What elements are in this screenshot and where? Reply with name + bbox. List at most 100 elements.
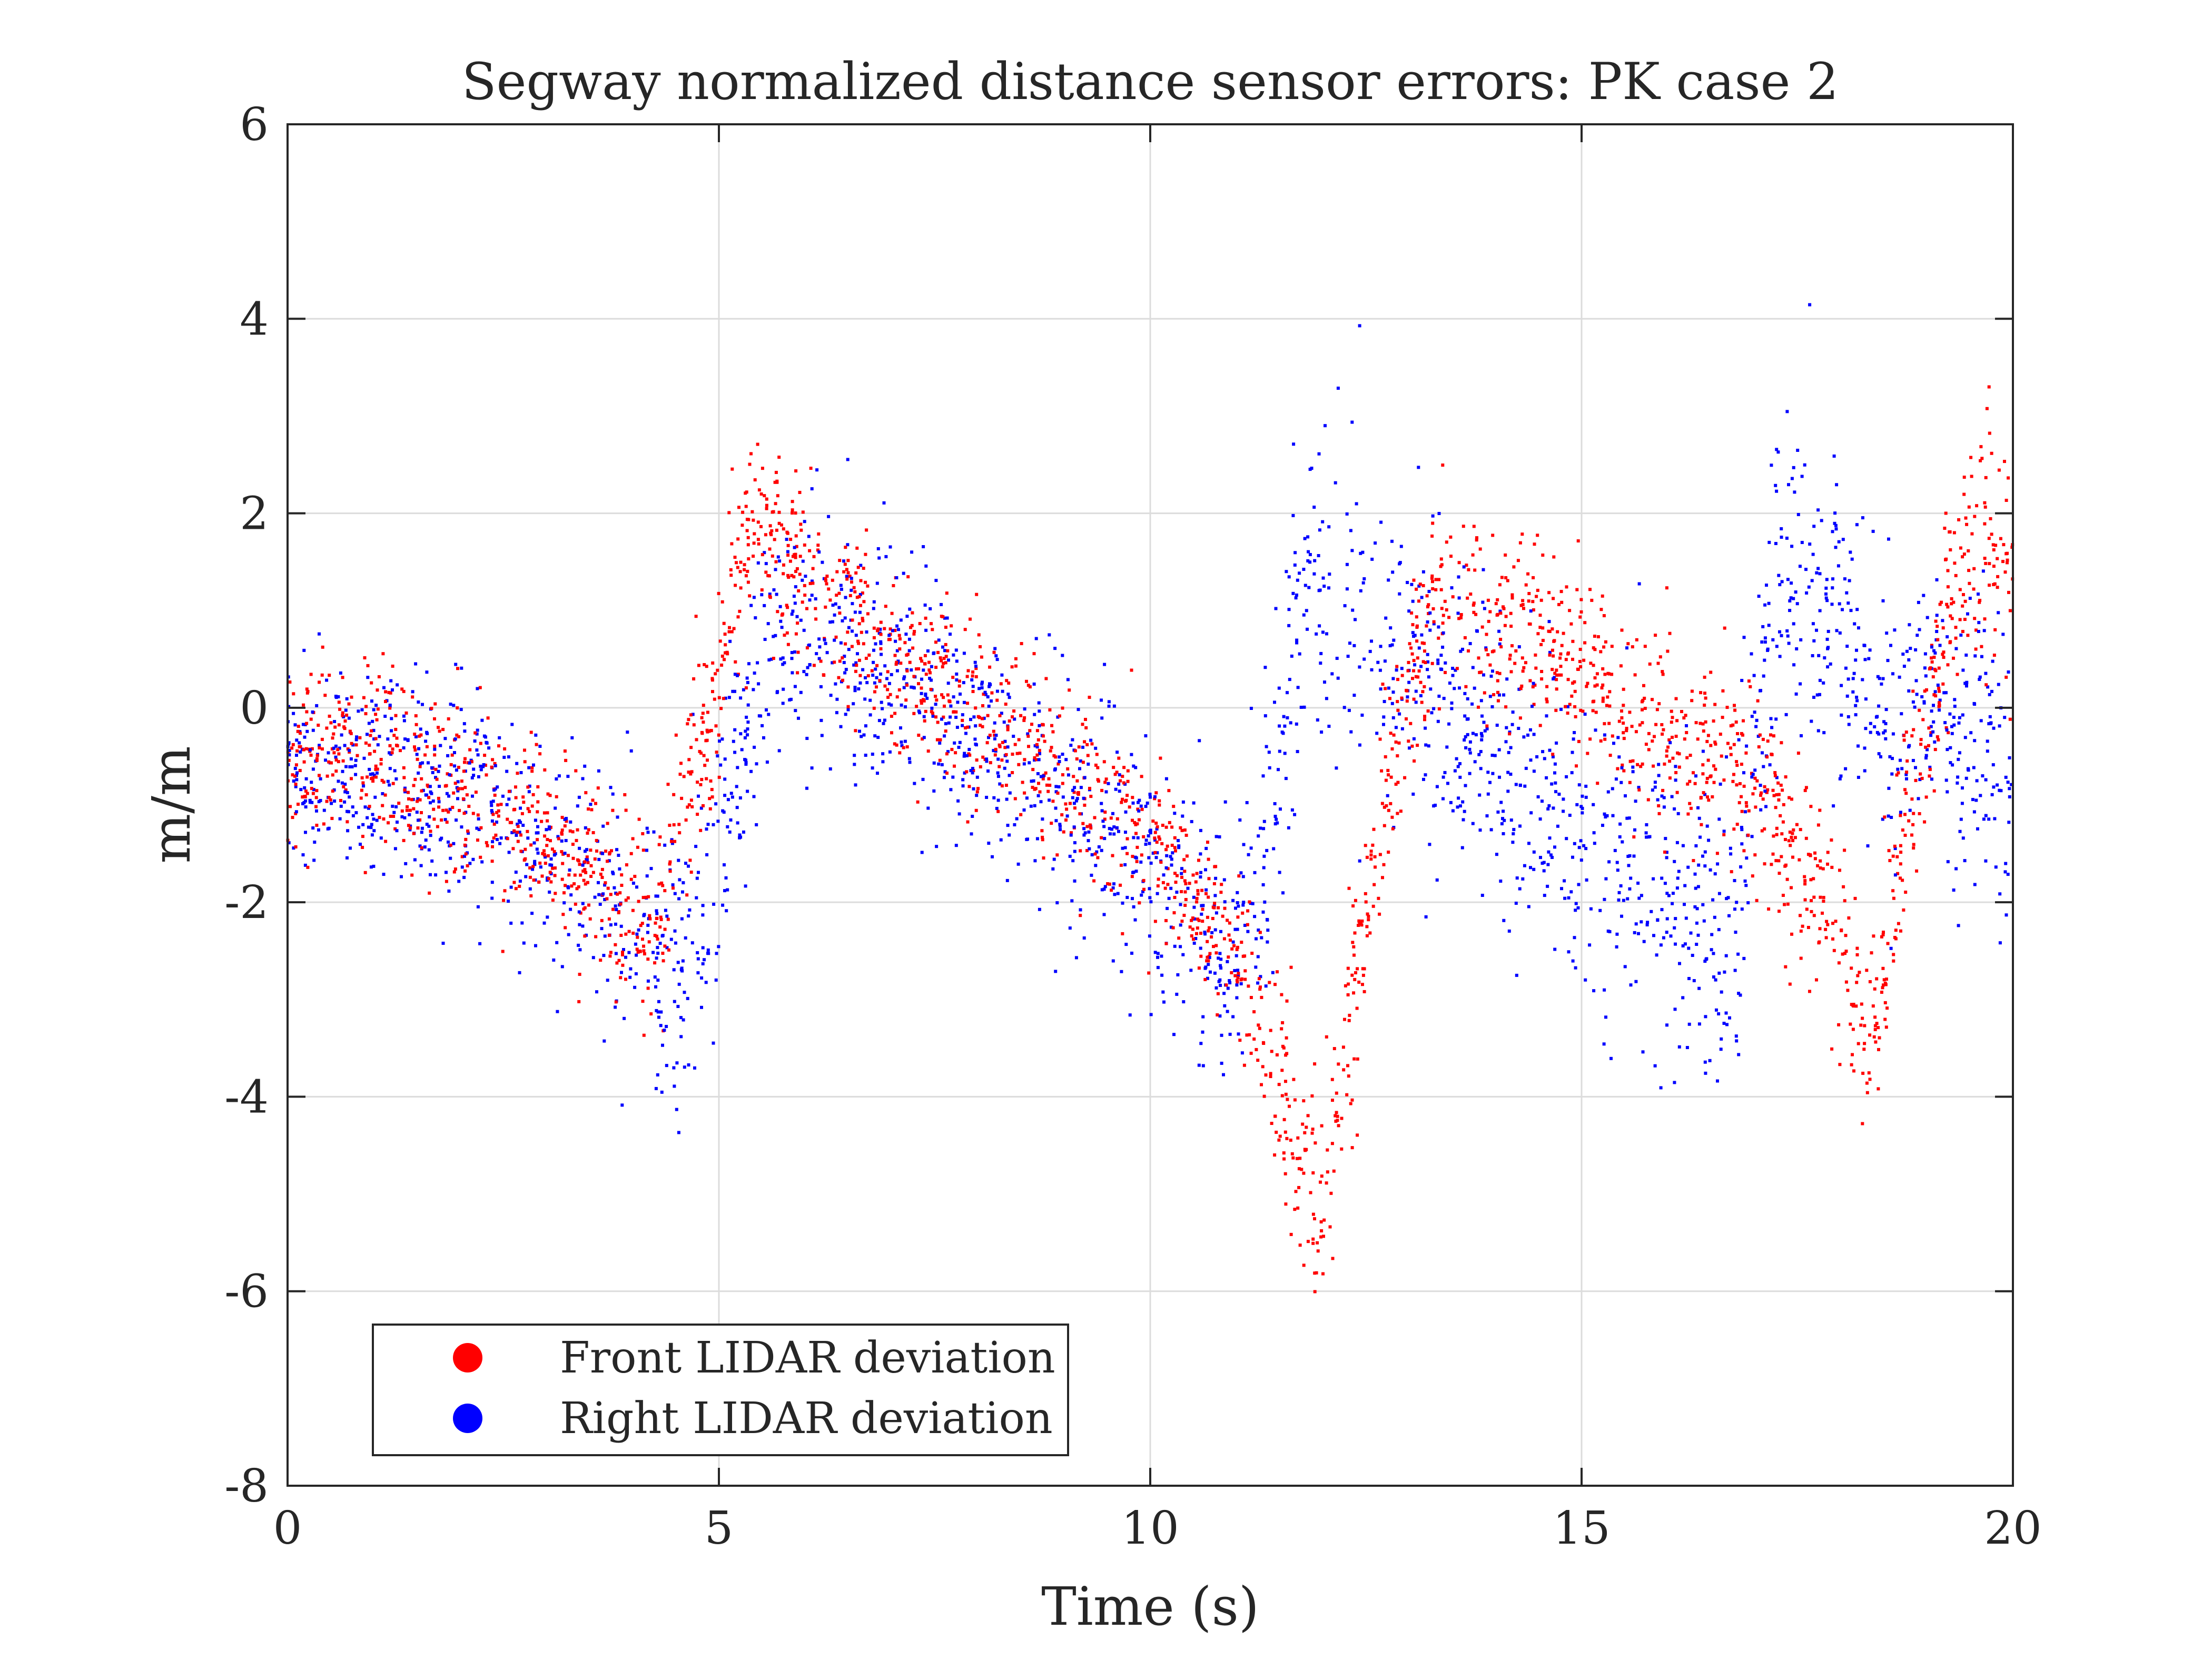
data-point xyxy=(1196,917,1200,921)
data-point xyxy=(1066,678,1070,682)
data-point xyxy=(1923,652,1927,656)
data-point xyxy=(292,712,295,715)
data-point xyxy=(1362,577,1366,580)
data-point xyxy=(1012,709,1016,713)
data-point xyxy=(1621,763,1624,767)
data-point xyxy=(1675,791,1679,794)
data-point xyxy=(723,633,727,636)
data-point xyxy=(1805,591,1809,595)
data-point xyxy=(1389,775,1393,779)
data-point xyxy=(973,660,977,664)
data-point xyxy=(1845,591,1849,595)
data-point xyxy=(597,893,601,896)
data-point xyxy=(1502,605,1505,609)
data-point xyxy=(376,767,379,771)
data-point xyxy=(1780,741,1783,745)
data-point xyxy=(1477,753,1481,756)
data-point xyxy=(464,837,468,841)
data-point xyxy=(1838,868,1841,872)
data-point xyxy=(1522,607,1525,610)
data-point xyxy=(1037,701,1041,705)
data-point xyxy=(1717,817,1721,821)
data-point xyxy=(1696,933,1700,937)
data-point xyxy=(1532,733,1536,736)
data-point xyxy=(414,735,418,738)
data-point xyxy=(1262,854,1266,858)
data-point xyxy=(604,850,608,853)
data-point xyxy=(1850,966,1853,970)
data-point xyxy=(934,695,937,698)
data-point xyxy=(1548,653,1552,657)
data-point xyxy=(975,794,979,797)
data-point xyxy=(1593,842,1596,845)
data-point xyxy=(2008,609,2012,613)
data-point xyxy=(1403,776,1407,779)
data-point xyxy=(794,469,798,473)
data-point xyxy=(1983,522,1987,526)
data-point xyxy=(1447,616,1451,619)
data-point xyxy=(1918,812,1921,815)
data-point xyxy=(678,878,682,882)
data-point xyxy=(1616,868,1619,872)
data-point xyxy=(953,741,956,745)
data-point xyxy=(496,785,499,789)
data-point xyxy=(1557,603,1561,606)
data-point xyxy=(1969,456,1973,459)
data-point xyxy=(1938,701,1941,705)
data-point xyxy=(425,823,429,826)
data-point xyxy=(1813,851,1816,855)
data-point xyxy=(1865,1081,1869,1085)
data-point xyxy=(798,555,802,558)
data-point xyxy=(1956,775,1960,779)
data-point xyxy=(591,956,595,960)
data-point xyxy=(315,704,319,707)
data-point xyxy=(317,800,321,804)
data-point xyxy=(1194,937,1198,940)
data-point xyxy=(1671,756,1675,760)
data-point xyxy=(1521,599,1525,603)
data-point xyxy=(1443,771,1447,774)
data-point xyxy=(1761,797,1765,801)
data-point xyxy=(322,808,326,812)
data-point xyxy=(1121,846,1124,850)
data-point xyxy=(988,734,992,737)
data-point xyxy=(1598,908,1602,912)
data-point xyxy=(1445,608,1448,611)
data-point xyxy=(1743,879,1747,883)
data-point xyxy=(995,689,999,693)
data-point xyxy=(926,806,930,810)
data-point xyxy=(549,857,553,861)
data-point xyxy=(1322,1218,1326,1222)
data-point xyxy=(660,934,664,938)
data-point xyxy=(1533,683,1537,687)
data-point xyxy=(739,732,743,736)
data-point xyxy=(1352,953,1356,957)
data-point xyxy=(1222,1073,1225,1077)
data-point xyxy=(1979,459,1982,462)
data-point xyxy=(972,769,975,773)
data-point xyxy=(465,793,469,797)
data-point xyxy=(774,471,778,474)
data-point xyxy=(636,845,639,849)
data-point xyxy=(1785,410,1789,413)
data-point xyxy=(458,808,461,812)
data-point xyxy=(480,860,484,864)
data-point xyxy=(1226,1010,1229,1013)
data-point xyxy=(452,870,456,874)
data-point xyxy=(1889,644,1892,647)
data-point xyxy=(1849,609,1853,613)
data-point xyxy=(1147,834,1150,838)
data-point xyxy=(546,811,549,815)
data-point xyxy=(786,554,790,557)
data-point xyxy=(1784,838,1787,841)
data-point xyxy=(1997,683,2000,686)
data-point xyxy=(1777,872,1781,875)
data-point xyxy=(1641,721,1644,725)
data-point xyxy=(1038,709,1041,713)
data-point xyxy=(1685,1046,1689,1049)
data-point xyxy=(1345,562,1349,566)
data-point xyxy=(1124,943,1128,946)
data-point xyxy=(1110,827,1113,831)
data-point xyxy=(767,713,771,716)
data-point xyxy=(1289,1232,1293,1236)
